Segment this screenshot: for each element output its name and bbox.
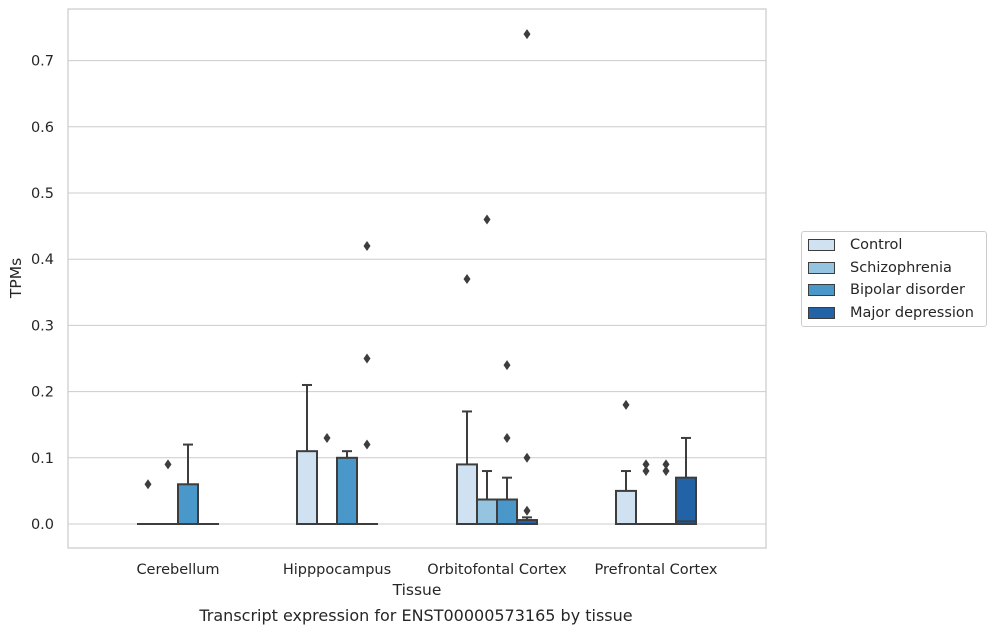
legend-swatch-schizophrenia [808, 262, 835, 274]
plot-area [68, 9, 766, 548]
outlier-schizophrenia-prefrontal-cortex [642, 466, 650, 477]
legend: Control Schizophrenia Bipolar disorder M… [801, 231, 987, 327]
legend-item-control: Control [808, 235, 902, 255]
x-tick-label-hipppocampus: Hipppocampus [283, 562, 391, 578]
box-control-hipppocampus [296, 450, 318, 525]
y-tick-label: 0.6 [31, 120, 54, 136]
box-schizophrenia-orbitofontal-cortex [476, 498, 498, 526]
x-tick-label-cerebellum: Cerebellum [136, 562, 219, 578]
outlier-major-depression-hipppocampus [363, 439, 371, 450]
y-tick-label: 0.0 [31, 517, 54, 533]
legend-label-schizophrenia: Schizophrenia [850, 260, 952, 276]
legend-item-major-depression: Major depression [808, 303, 974, 323]
outlier-major-depression-hipppocampus [363, 240, 371, 251]
y-tick-label: 0.2 [31, 385, 54, 401]
outlier-major-depression-orbitofontal-cortex [523, 505, 531, 516]
legend-swatch-major-depression [808, 307, 835, 319]
outlier-major-depression-orbitofontal-cortex [523, 29, 531, 40]
box-major-depression-prefrontal-cortex [675, 476, 697, 526]
outlier-schizophrenia-cerebellum [164, 459, 172, 470]
legend-item-bipolar-disorder: Bipolar disorder [808, 280, 965, 300]
box-control-prefrontal-cortex [615, 489, 637, 525]
y-tick-label: 0.4 [31, 252, 54, 268]
outlier-bipolar-disorder-orbitofontal-cortex [503, 432, 511, 443]
outlier-major-depression-orbitofontal-cortex [523, 452, 531, 463]
outlier-major-depression-hipppocampus [363, 353, 371, 364]
x-tick-label-orbitofontal-cortex: Orbitofontal Cortex [427, 562, 567, 578]
legend-label-major-depression: Major depression [850, 305, 974, 321]
outlier-bipolar-disorder-prefrontal-cortex [662, 466, 670, 477]
box-bipolar-disorder-cerebellum [177, 483, 199, 525]
outlier-schizophrenia-orbitofontal-cortex [483, 214, 491, 225]
outlier-schizophrenia-prefrontal-cortex [642, 459, 650, 470]
outlier-control-cerebellum [144, 479, 152, 490]
box-bipolar-disorder-orbitofontal-cortex [496, 498, 518, 526]
y-tick-label: 0.7 [31, 54, 54, 70]
legend-swatch-control [808, 239, 835, 251]
y-tick-label: 0.5 [31, 186, 54, 202]
x-tick-label-prefrontal-cortex: Prefrontal Cortex [595, 562, 718, 578]
outlier-bipolar-disorder-orbitofontal-cortex [503, 360, 511, 371]
legend-item-schizophrenia: Schizophrenia [808, 258, 952, 278]
box-control-orbitofontal-cortex [456, 463, 478, 526]
plot-frame [67, 8, 767, 549]
y-axis-label: TPMs [7, 258, 25, 299]
outlier-control-orbitofontal-cortex [463, 274, 471, 285]
box-bipolar-disorder-hipppocampus [336, 456, 358, 525]
chart-caption: Transcript expression for ENST0000057316… [199, 606, 633, 625]
legend-label-bipolar-disorder: Bipolar disorder [850, 282, 965, 298]
x-axis-label: Tissue [392, 581, 442, 599]
legend-label-control: Control [850, 237, 903, 253]
outlier-schizophrenia-hipppocampus [323, 432, 331, 443]
y-tick-label: 0.3 [31, 318, 54, 334]
y-tick-label: 0.1 [31, 451, 54, 467]
outlier-bipolar-disorder-prefrontal-cortex [662, 459, 670, 470]
legend-swatch-bipolar-disorder [808, 284, 835, 296]
outlier-control-prefrontal-cortex [622, 399, 630, 410]
